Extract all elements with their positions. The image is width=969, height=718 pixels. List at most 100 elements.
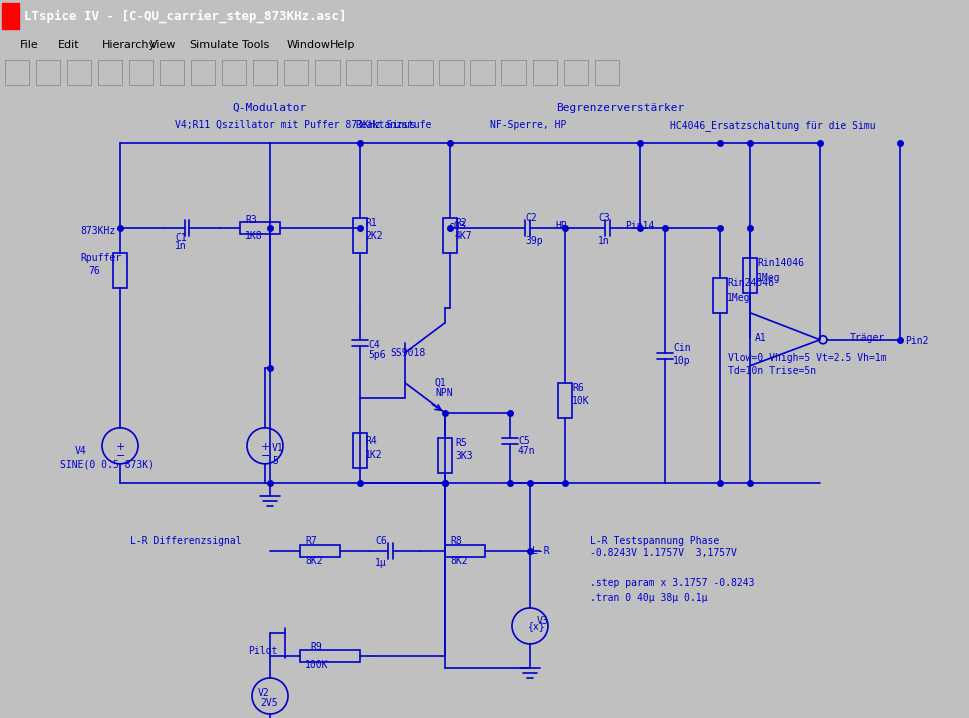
Text: Td=10n Trise=5n: Td=10n Trise=5n — [728, 365, 815, 376]
Text: Begrenzerverstärker: Begrenzerverstärker — [555, 103, 683, 113]
Text: C5: C5 — [517, 436, 529, 446]
Bar — [2, 3, 19, 29]
Bar — [160, 60, 184, 85]
Bar — [439, 60, 463, 85]
Text: 8K2: 8K2 — [450, 556, 467, 566]
Text: Pilot: Pilot — [248, 646, 277, 656]
Text: 47n: 47n — [517, 446, 535, 456]
Text: +: + — [261, 442, 270, 452]
Text: R8: R8 — [450, 536, 461, 546]
Text: .tran 0 40µ 38µ 0.1µ: .tran 0 40µ 38µ 0.1µ — [589, 593, 706, 603]
Text: 1Meg: 1Meg — [756, 273, 780, 283]
Text: R4: R4 — [364, 436, 376, 446]
Text: V4;R11 Qszillator mit Puffer 873KHz Sinus: V4;R11 Qszillator mit Puffer 873KHz Sinu… — [174, 120, 416, 130]
Text: Hierarchy: Hierarchy — [102, 40, 156, 50]
Text: 39p: 39p — [524, 236, 542, 246]
Text: Rpuffer: Rpuffer — [79, 253, 121, 263]
Bar — [253, 60, 277, 85]
Text: NPN: NPN — [434, 388, 453, 398]
Text: 873KHz: 873KHz — [79, 225, 115, 236]
Text: C3: C3 — [597, 213, 610, 223]
Bar — [408, 60, 432, 85]
Bar — [36, 60, 60, 85]
Bar — [299, 545, 340, 557]
Text: 1K8: 1K8 — [245, 230, 263, 241]
Text: Help: Help — [329, 40, 355, 50]
Bar — [532, 60, 556, 85]
Text: R3: R3 — [245, 215, 257, 225]
Bar — [299, 650, 359, 662]
Text: Q-Modulator: Q-Modulator — [233, 103, 307, 113]
Bar — [129, 60, 153, 85]
Bar — [443, 218, 456, 253]
Bar — [501, 60, 525, 85]
Text: 4K7: 4K7 — [454, 230, 472, 241]
Text: C4: C4 — [367, 340, 379, 350]
Text: V2: V2 — [258, 688, 269, 698]
Text: Reaktanzstufe: Reaktanzstufe — [355, 120, 431, 130]
Text: Pin14: Pin14 — [624, 220, 654, 230]
Text: Tools: Tools — [242, 40, 269, 50]
Text: C2: C2 — [524, 213, 536, 223]
Text: 1K2: 1K2 — [364, 450, 382, 460]
Text: 1n: 1n — [597, 236, 610, 246]
Text: 1n: 1n — [174, 241, 187, 251]
Text: R2: R2 — [454, 218, 466, 228]
Text: 100K: 100K — [304, 660, 328, 670]
Text: Pin2: Pin2 — [904, 336, 927, 346]
Bar — [438, 438, 452, 473]
Bar — [377, 60, 401, 85]
Text: SS9018: SS9018 — [390, 348, 424, 358]
Text: cQ3: cQ3 — [448, 220, 465, 230]
Bar — [353, 433, 366, 468]
Text: 10p: 10p — [672, 355, 690, 365]
Bar — [594, 60, 618, 85]
Text: R6: R6 — [572, 383, 583, 393]
Text: C6: C6 — [375, 536, 387, 546]
Text: 1µ: 1µ — [375, 558, 387, 568]
Text: L-R Differenzsignal: L-R Differenzsignal — [130, 536, 241, 546]
Text: Window: Window — [286, 40, 329, 50]
Text: Edit: Edit — [58, 40, 79, 50]
Text: V4: V4 — [75, 446, 86, 456]
Text: NF-Sperre, HP: NF-Sperre, HP — [489, 120, 566, 130]
Bar — [563, 60, 587, 85]
Text: File: File — [19, 40, 38, 50]
Bar — [712, 278, 726, 313]
Bar — [557, 383, 572, 418]
Text: R5: R5 — [454, 438, 466, 448]
Text: .step param x 3.1757 -0.8243: .step param x 3.1757 -0.8243 — [589, 578, 754, 588]
Text: View: View — [150, 40, 176, 50]
Text: HC4046_Ersatzschaltung für die Simu: HC4046_Ersatzschaltung für die Simu — [670, 120, 875, 131]
Text: 76: 76 — [88, 266, 100, 276]
Text: A1: A1 — [754, 332, 766, 342]
Text: LTspice IV - [C-QU_carrier_step_873KHz.asc]: LTspice IV - [C-QU_carrier_step_873KHz.a… — [24, 9, 346, 23]
Text: SINE(0 0.5 873K): SINE(0 0.5 873K) — [60, 460, 154, 470]
Text: 5: 5 — [271, 456, 277, 466]
Text: V1: V1 — [271, 443, 284, 453]
Text: {x}: {x} — [527, 621, 545, 631]
Bar — [239, 222, 280, 233]
Bar — [445, 545, 484, 557]
Text: R1: R1 — [364, 218, 376, 228]
Text: 10K: 10K — [572, 396, 589, 406]
Text: 5p6: 5p6 — [367, 350, 386, 360]
Bar — [346, 60, 370, 85]
Text: Q1: Q1 — [434, 378, 447, 388]
Text: R9: R9 — [310, 642, 322, 652]
Bar — [284, 60, 308, 85]
Text: 1Meg: 1Meg — [726, 293, 750, 303]
Text: Vlow=0 Vhigh=5 Vt=2.5 Vh=1m: Vlow=0 Vhigh=5 Vt=2.5 Vh=1m — [728, 353, 886, 363]
Text: Cin: Cin — [672, 342, 690, 353]
Bar — [5, 60, 29, 85]
Text: Träger: Träger — [849, 332, 885, 342]
Text: HP: HP — [554, 220, 566, 230]
Bar — [112, 253, 127, 288]
Bar — [470, 60, 494, 85]
Text: C1: C1 — [174, 233, 187, 243]
Text: 2V5: 2V5 — [260, 698, 277, 708]
Text: V3: V3 — [537, 616, 548, 626]
Bar — [353, 218, 366, 253]
Text: 8K2: 8K2 — [304, 556, 323, 566]
Text: −: − — [116, 451, 125, 461]
